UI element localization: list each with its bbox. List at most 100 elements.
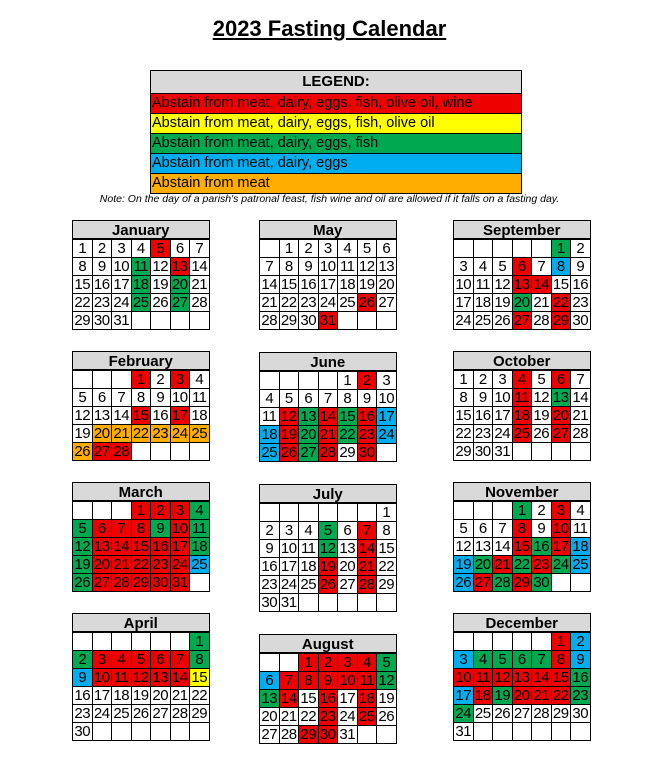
- day-cell: 23: [260, 576, 280, 594]
- empty-cell: [92, 502, 112, 520]
- month-title: September: [453, 220, 591, 239]
- day-cell: 9: [357, 390, 377, 408]
- day-cell: 5: [493, 651, 513, 669]
- day-cell: 21: [279, 708, 299, 726]
- day-cell: 25: [299, 576, 319, 594]
- day-cell: 29: [338, 444, 358, 462]
- day-cell: 22: [551, 687, 571, 705]
- day-cell: 2: [299, 240, 319, 258]
- day-cell: 18: [338, 276, 358, 294]
- day-cell: 3: [170, 371, 190, 389]
- day-cell: 19: [454, 556, 474, 574]
- day-cell: 8: [190, 651, 210, 669]
- day-cell: 8: [338, 390, 358, 408]
- day-cell: 9: [73, 669, 93, 687]
- day-cell: 29: [454, 443, 474, 461]
- legend: LEGEND: Abstain from meat, dairy, eggs, …: [150, 70, 522, 194]
- day-cell: 1: [73, 240, 93, 258]
- day-cell: 5: [532, 371, 552, 389]
- day-cell: 19: [493, 687, 513, 705]
- day-cell: 17: [551, 538, 571, 556]
- day-cell: 3: [493, 371, 513, 389]
- note: Note: On the day of a parish's patronal …: [99, 193, 560, 205]
- empty-cell: [279, 654, 299, 672]
- day-cell: 7: [260, 258, 280, 276]
- day-cell: 14: [357, 540, 377, 558]
- day-cell: 5: [151, 240, 171, 258]
- day-cell: 10: [493, 389, 513, 407]
- day-cell: 4: [131, 240, 151, 258]
- empty-cell: [112, 633, 132, 651]
- day-cell: 18: [190, 538, 210, 556]
- day-cell: 26: [493, 705, 513, 723]
- day-cell: 21: [532, 687, 552, 705]
- day-cell: 17: [170, 407, 190, 425]
- day-cell: 20: [92, 425, 112, 443]
- day-cell: 24: [92, 705, 112, 723]
- legend-item-green: Abstain from meat, dairy, eggs, fish: [151, 134, 521, 154]
- month-days-grid: 1 2 3 4 5 6 7 8 9 10 11 12 13 14 15 16 17 18 19 20 21 22 23 24 2…: [259, 239, 397, 330]
- day-cell: 16: [151, 407, 171, 425]
- day-cell: 11: [131, 258, 151, 276]
- day-cell: 24: [338, 708, 358, 726]
- day-cell: 28: [532, 312, 552, 330]
- day-cell: 10: [279, 540, 299, 558]
- empty-cell: [377, 594, 397, 612]
- day-cell: 3: [454, 651, 474, 669]
- day-cell: 6: [170, 240, 190, 258]
- empty-cell: [571, 574, 591, 592]
- day-cell: 12: [493, 276, 513, 294]
- day-cell: 19: [73, 556, 93, 574]
- empty-cell: [377, 312, 397, 330]
- day-cell: 10: [92, 669, 112, 687]
- empty-cell: [338, 504, 358, 522]
- day-cell: 6: [260, 672, 280, 690]
- empty-cell: [260, 372, 280, 390]
- day-cell: 15: [131, 407, 151, 425]
- month-days-grid: 1 2 3 4 5 6 7 8 9 10 11 12 13 14 15 16 17 18 19 20 21 22 23 24 2…: [72, 239, 210, 330]
- empty-cell: [318, 594, 338, 612]
- day-cell: 22: [551, 294, 571, 312]
- day-cell: 10: [170, 520, 190, 538]
- month-days-grid: 1 2 3 4 5 6 7 8 9 10 11 12 13 14 15 16 17 18 19 20 21 22 23 24 2…: [72, 501, 210, 592]
- day-cell: 3: [338, 654, 358, 672]
- empty-cell: [512, 443, 532, 461]
- day-cell: 18: [260, 426, 280, 444]
- day-cell: 4: [112, 651, 132, 669]
- day-cell: 7: [112, 520, 132, 538]
- day-cell: 11: [299, 540, 319, 558]
- day-cell: 14: [112, 538, 132, 556]
- day-cell: 12: [357, 258, 377, 276]
- day-cell: 20: [338, 558, 358, 576]
- day-cell: 11: [190, 389, 210, 407]
- empty-cell: [92, 371, 112, 389]
- day-cell: 2: [318, 654, 338, 672]
- empty-cell: [170, 723, 190, 741]
- day-cell: 28: [532, 705, 552, 723]
- day-cell: 7: [532, 651, 552, 669]
- day-cell: 23: [532, 556, 552, 574]
- day-cell: 23: [151, 425, 171, 443]
- day-cell: 30: [473, 443, 493, 461]
- day-cell: 21: [532, 294, 552, 312]
- day-cell: 27: [299, 444, 319, 462]
- empty-cell: [532, 443, 552, 461]
- day-cell: 6: [92, 389, 112, 407]
- day-cell: 2: [151, 502, 171, 520]
- month-days-grid: 1 2 3 4 5 6 7 8 9 10 11 12 13 14 15 16 17 18 19 20 21 22 23 24 2…: [259, 653, 397, 744]
- day-cell: 2: [73, 651, 93, 669]
- empty-cell: [377, 444, 397, 462]
- day-cell: 24: [318, 294, 338, 312]
- empty-cell: [260, 240, 280, 258]
- empty-cell: [493, 502, 513, 520]
- day-cell: 15: [338, 408, 358, 426]
- day-cell: 19: [377, 690, 397, 708]
- month-title: October: [453, 351, 591, 370]
- day-cell: 13: [377, 258, 397, 276]
- day-cell: 18: [131, 276, 151, 294]
- day-cell: 26: [73, 443, 93, 461]
- day-cell: 26: [493, 312, 513, 330]
- day-cell: 2: [571, 240, 591, 258]
- day-cell: 6: [512, 258, 532, 276]
- day-cell: 26: [454, 574, 474, 592]
